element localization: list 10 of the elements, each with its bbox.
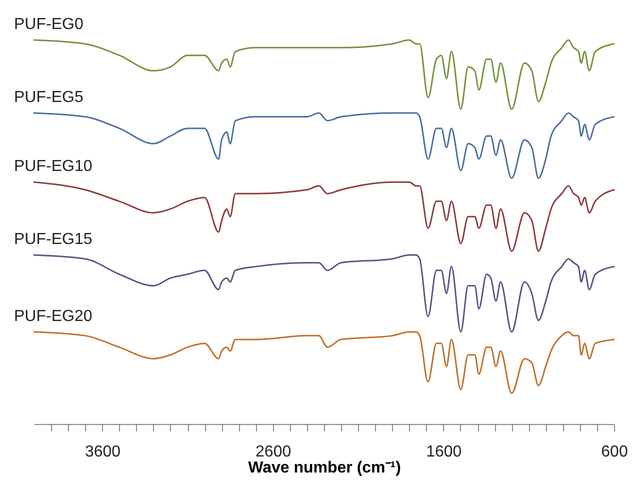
x-tick-label: 1600 [426,444,462,460]
x-tick-label: 3600 [84,444,121,460]
series-label: PUF-EG10 [14,158,92,176]
series-label: PUF-EG0 [14,16,84,33]
x-tick-label: 600 [601,444,628,460]
series-label: PUF-EG15 [14,231,92,248]
x-tick-label: 2600 [256,444,292,460]
series-label: PUF-EG20 [14,308,92,325]
x-axis-title: Wave number (cm⁻¹) [248,460,401,476]
series-label: PUF-EG5 [14,88,84,106]
